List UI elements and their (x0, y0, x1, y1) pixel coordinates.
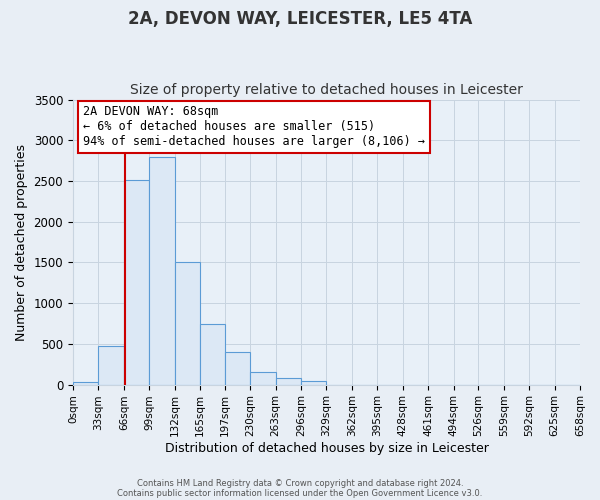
Bar (200, 324, 225, 384)
Bar (275, 378, 301, 384)
Bar (73, 382, 98, 384)
Text: Contains public sector information licensed under the Open Government Licence v3: Contains public sector information licen… (118, 488, 482, 498)
Text: 2A, DEVON WAY, LEICESTER, LE5 4TA: 2A, DEVON WAY, LEICESTER, LE5 4TA (128, 10, 472, 28)
Y-axis label: Number of detached properties: Number of detached properties (15, 144, 28, 340)
Bar (98, 346, 124, 385)
Bar (225, 352, 250, 384)
Bar (250, 372, 275, 384)
Text: Contains HM Land Registry data © Crown copyright and database right 2024.: Contains HM Land Registry data © Crown c… (137, 478, 463, 488)
Bar (175, 262, 200, 384)
X-axis label: Distribution of detached houses by size in Leicester: Distribution of detached houses by size … (164, 442, 488, 455)
Bar (301, 380, 326, 384)
Bar (149, 156, 175, 384)
Title: Size of property relative to detached houses in Leicester: Size of property relative to detached ho… (130, 83, 523, 97)
Bar (124, 180, 149, 384)
Text: 2A DEVON WAY: 68sqm
← 6% of detached houses are smaller (515)
94% of semi-detach: 2A DEVON WAY: 68sqm ← 6% of detached hou… (83, 106, 425, 148)
